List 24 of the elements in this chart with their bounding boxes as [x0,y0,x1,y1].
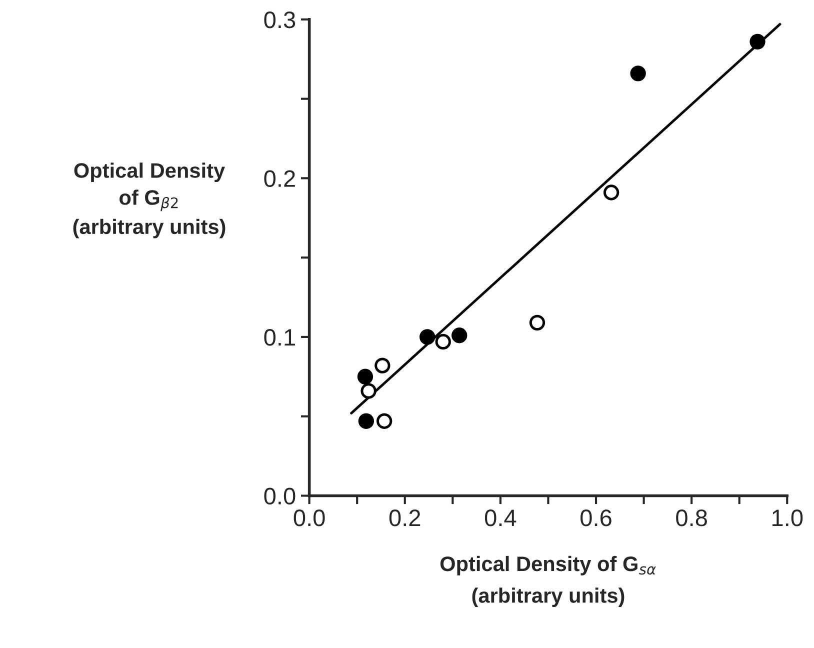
x-tick-label: 0.4 [484,510,516,526]
x-tick-label: 0.0 [294,510,325,526]
point [529,314,546,331]
x-tick-label: 0.6 [580,510,612,526]
point [630,66,646,82]
x-tick-label: 0.2 [389,510,420,526]
point [603,184,620,200]
point [750,34,766,50]
point [435,334,451,350]
y-tick-label: 0.0 [264,488,296,505]
point [420,329,436,345]
y-tick-label: 0.2 [264,170,295,187]
point [374,358,390,374]
point [452,328,468,344]
text: Optical Density of G$_{sα}$ (arbitrary units) [440,556,656,608]
x-tick-label: 1.0 [772,510,803,526]
point [376,413,392,429]
point [358,413,374,429]
y-tick-label: 0.1 [264,329,295,346]
y-tick-label: 0.3 [264,12,296,28]
y-axis-title: Optical Density of G$_{β2}$ (arbitrary units) [73,162,226,238]
point [357,368,374,384]
x-tick-label: 0.8 [676,510,707,526]
point [360,383,376,399]
